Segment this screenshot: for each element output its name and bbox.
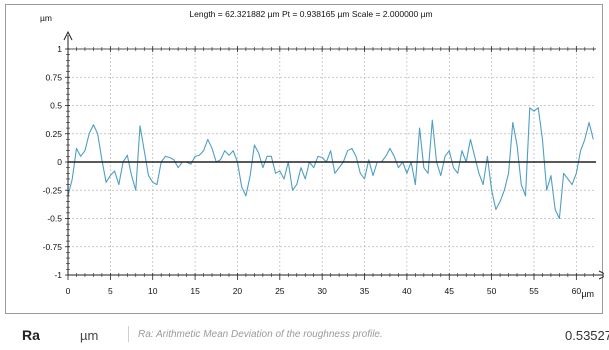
parameter-description: Ra: Arithmetic Mean Deviation of the rou… [138,329,383,340]
chart-title: Length = 62.321882 µm Pt = 0.938165 µm S… [189,9,432,19]
separator [128,326,129,342]
axis-ticks [65,46,594,280]
x-tick-label: 60 [572,286,582,296]
parameter-unit: µm [80,328,99,343]
parameter-value: 0.535275 [565,328,609,343]
x-tick-label: 35 [360,286,370,296]
profile-plot: Length = 62.321882 µm Pt = 0.938165 µm S… [5,4,604,314]
x-axis-unit-label: µm [581,289,594,299]
y-tick-label: -0.25 [43,185,63,195]
x-tick-label: 15 [190,286,200,296]
y-tick-label: -0.75 [43,242,63,252]
y-tick-label: -0.5 [47,214,62,224]
x-tick-label: 30 [317,286,327,296]
y-tick-label: -1 [54,270,62,280]
x-axis-arrow [598,270,604,280]
tick-labels: 1 0.75 0.5 0.25 0 -0.25 -0.5 -0.75 -1 0 5 10 15 20 25 3… [43,44,582,296]
x-tick-label: 5 [108,286,113,296]
x-tick-label: 40 [402,286,412,296]
y-tick-label: 0 [57,157,62,167]
x-tick-label: 25 [275,286,285,296]
axes [63,30,604,280]
roughness-profile-chart: Length = 62.321882 µm Pt = 0.938165 µm S… [40,9,604,299]
y-axis-unit-label: µm [40,13,52,23]
y-tick-label: 1 [57,44,62,54]
series-layer [67,107,594,220]
parameter-name: Ra [22,327,40,343]
y-tick-label: 0.5 [50,101,62,111]
y-axis-arrow [63,30,73,41]
x-tick-label: 0 [66,286,71,296]
x-tick-label: 55 [529,286,539,296]
x-tick-label: 45 [445,286,455,296]
x-tick-label: 10 [148,286,158,296]
x-tick-label: 20 [233,286,243,296]
parameter-row[interactable]: Ra µm Ra: Arithmetic Mean Deviation of t… [0,318,609,350]
y-tick-label: 0.25 [45,129,62,139]
roughness-profile-line [67,107,594,220]
x-tick-label: 50 [487,286,497,296]
y-tick-label: 0.75 [45,72,62,82]
